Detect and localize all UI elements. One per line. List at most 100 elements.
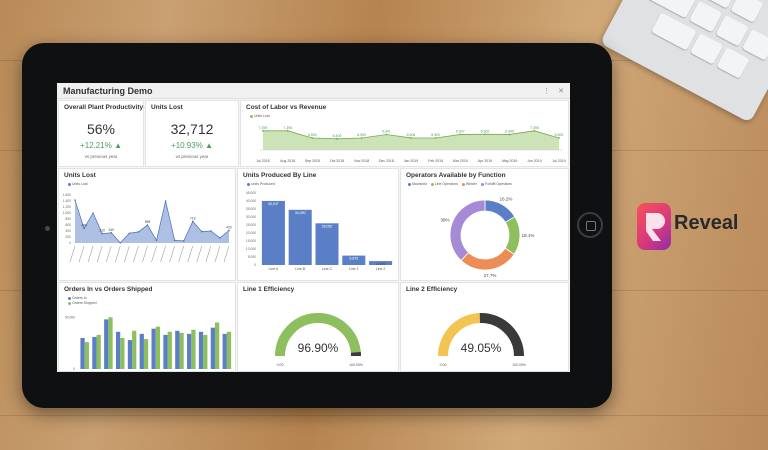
bar: [139, 333, 144, 369]
bar: [261, 200, 285, 265]
bar: [210, 327, 215, 369]
tile-units-lost-kpi[interactable]: Units Lost 32,712 +10.93% ▲ vs previous …: [145, 100, 239, 167]
data-label: 5,876: [349, 257, 358, 261]
data-point: [210, 230, 212, 232]
area-chart: 7,399 Jul 2018 7,396 Aug 2018 6,500 Sep 2018 6…: [256, 126, 565, 163]
x-tick-label: [87, 245, 94, 263]
data-label: 6,947: [456, 129, 465, 133]
data-label: 6,500: [431, 133, 440, 137]
bar: [80, 338, 85, 369]
bar: [104, 319, 109, 369]
legend-label: Units Produced: [251, 182, 275, 186]
y-tick-label: 20,000: [246, 231, 256, 235]
bar: [369, 261, 393, 265]
gauge-min-label: 0.00: [277, 363, 284, 367]
legend-swatch: [68, 182, 71, 186]
legend-swatch: [68, 296, 71, 300]
tile-plant-productivity[interactable]: Overall Plant Productivity 56% +12.21% ▲…: [58, 100, 144, 167]
keyboard-key: [646, 0, 696, 19]
x-tick-label: Feb 2019: [428, 159, 443, 163]
x-tick-label: Jul 2019: [552, 159, 565, 163]
gauge-arc: [275, 313, 361, 357]
data-point: [110, 232, 113, 234]
tile-title: Overall Plant Productivity: [64, 104, 144, 111]
data-label: 40,047: [268, 202, 279, 206]
tile-title: Orders In vs Orders Shipped: [64, 286, 153, 293]
reveal-logo-icon: [637, 203, 671, 250]
gauge-max-label: 100.00%: [349, 363, 363, 367]
x-tick-label: Apr 2019: [478, 159, 492, 163]
home-button[interactable]: [577, 212, 603, 238]
y-tick-label: 5,000: [248, 255, 256, 259]
close-icon[interactable]: ✕: [558, 87, 564, 95]
data-point: [155, 239, 158, 242]
chart-legend: Orders In Orders Shipped: [65, 296, 97, 306]
y-tick-label: 45,000: [246, 191, 256, 195]
data-point: [336, 137, 338, 140]
data-label: 420: [226, 225, 232, 229]
tile-units-lost-chart[interactable]: Units Lost Units Lost 0 200 400 600 800 1,000…: [58, 168, 236, 281]
data-label: 6,941: [382, 129, 391, 133]
data-point: [182, 240, 185, 242]
x-tick-label: [115, 245, 121, 263]
tile-line2-efficiency[interactable]: Line 2 Efficiency 49.05% 0.00 100.00%: [400, 282, 569, 372]
tile-line1-efficiency[interactable]: Line 1 Efficiency 96.90% 0.00 100.00%: [237, 282, 399, 372]
data-point: [360, 137, 363, 139]
bar: [115, 331, 121, 369]
data-point: [434, 137, 437, 139]
gauge-chart: 49.05% 0.00 100.00%: [438, 313, 526, 367]
bar: [96, 334, 101, 369]
bar: [187, 333, 192, 369]
legend-label: Machinist: [412, 182, 427, 186]
data-point: [533, 129, 536, 132]
donut-slice: [504, 216, 521, 255]
x-tick-label: Jul 2018: [256, 159, 269, 163]
tile-operators[interactable]: Operators Available by Function Machinis…: [400, 168, 569, 281]
data-point: [119, 241, 122, 244]
tile-units-by-line[interactable]: Units Produced By Line Units Produced 0 5…: [237, 168, 399, 281]
kpi-delta-text: +12.21%: [80, 141, 112, 150]
tile-title: Operators Available by Function: [406, 172, 506, 179]
x-tick-label: Sep 2018: [305, 159, 320, 163]
x-tick-label: Line 2: [376, 267, 386, 271]
data-label: 489: [81, 223, 87, 227]
data-point: [164, 200, 167, 202]
legend-label: Orders In: [72, 296, 87, 300]
more-vertical-icon[interactable]: ⋮: [543, 87, 551, 95]
tile-orders[interactable]: Orders In vs Orders Shipped Orders In Or…: [58, 282, 236, 372]
data-label: 340: [108, 228, 114, 232]
data-point: [128, 232, 131, 235]
kpi-delta-text: +10.93%: [171, 141, 203, 150]
x-tick-label: [214, 245, 221, 263]
chart-legend: Machinist Line Operators Welder Forklift…: [405, 182, 512, 186]
bar: [120, 338, 125, 369]
dashboard-title: Manufacturing Demo: [63, 85, 153, 96]
bar: [203, 334, 208, 369]
keyboard-key: [716, 47, 750, 79]
x-tick-label: [105, 245, 112, 263]
grouped-bar-chart: 0 50,000: [65, 315, 232, 371]
data-point: [137, 231, 140, 233]
series-area: [75, 200, 229, 243]
keyboard-key: [688, 0, 723, 33]
gauge-value: 49.05%: [461, 341, 502, 355]
y-tick-label: 40,000: [246, 199, 256, 203]
x-tick-label: [196, 245, 203, 263]
y-tick-label: 0: [254, 263, 256, 267]
y-tick-label: 600: [65, 223, 71, 227]
bar: [132, 330, 137, 369]
x-tick-label: [178, 245, 184, 263]
bar: [179, 332, 184, 369]
data-label: 26,052: [322, 224, 333, 228]
tile-labor-revenue[interactable]: Cost of Labor vs Revenue Units Lost 7,39…: [240, 100, 569, 167]
x-tick-label: Line C: [322, 267, 333, 271]
x-tick-label: [151, 245, 157, 263]
series-area: [263, 130, 559, 150]
x-tick-label: [169, 245, 175, 263]
data-point: [101, 232, 103, 235]
donut-slice: [460, 247, 515, 271]
logo-glyph: [646, 213, 665, 241]
x-tick-label: Line A: [269, 267, 279, 271]
chart-legend: Units Lost: [65, 182, 88, 186]
x-tick-label: Oct 2018: [330, 159, 344, 163]
